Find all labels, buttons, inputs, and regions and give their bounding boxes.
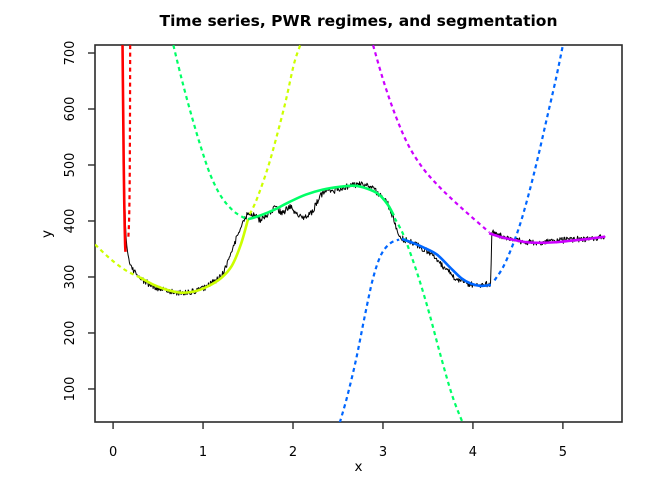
x-tick-label: 5 bbox=[559, 445, 567, 460]
y-tick-label: 400 bbox=[63, 209, 78, 234]
plot-border bbox=[94, 44, 623, 423]
series-regime2-yellow-dashed-right bbox=[248, 45, 302, 215]
chart-title: Time series, PWR regimes, and segmentati… bbox=[160, 12, 558, 30]
y-tick-label: 300 bbox=[63, 265, 78, 290]
series-regime3-green-dashed-right bbox=[393, 217, 464, 422]
series-regime2-yellow-solid bbox=[139, 218, 250, 295]
y-tick-label: 700 bbox=[63, 41, 78, 66]
series-regime1-red-solid bbox=[121, 45, 127, 252]
y-tick-label: 600 bbox=[63, 97, 78, 122]
axes-layer: 0 1 2 3 4 5 100 200 300 400 500 600 700 bbox=[63, 41, 623, 460]
x-tick-label: 3 bbox=[379, 445, 387, 460]
series-regime3-green-solid bbox=[247, 184, 395, 221]
y-axis-label: y bbox=[39, 230, 55, 238]
series-regime1-red-dashed bbox=[127, 45, 132, 237]
y-tick-label: 100 bbox=[63, 377, 78, 402]
x-tick-label: 4 bbox=[469, 445, 477, 460]
x-tick-label: 0 bbox=[109, 445, 117, 460]
series-regime4-blue-dashed-left bbox=[338, 238, 400, 422]
y-tick-label: 200 bbox=[63, 321, 78, 346]
series-regime3-green-dashed-left bbox=[172, 45, 249, 221]
x-tick-label: 1 bbox=[199, 445, 207, 460]
y-tick-label: 500 bbox=[63, 153, 78, 178]
curves-layer bbox=[95, 45, 606, 422]
x-tick-label: 2 bbox=[289, 445, 297, 460]
series-regime4-blue-solid bbox=[401, 237, 492, 288]
series-regime5-magenta-dashed bbox=[372, 45, 490, 234]
x-axis-label: x bbox=[355, 459, 363, 475]
series-regime5-magenta-solid bbox=[488, 232, 606, 245]
series-time-series bbox=[121, 45, 606, 296]
series-regime4-blue-dashed-right bbox=[493, 45, 564, 281]
